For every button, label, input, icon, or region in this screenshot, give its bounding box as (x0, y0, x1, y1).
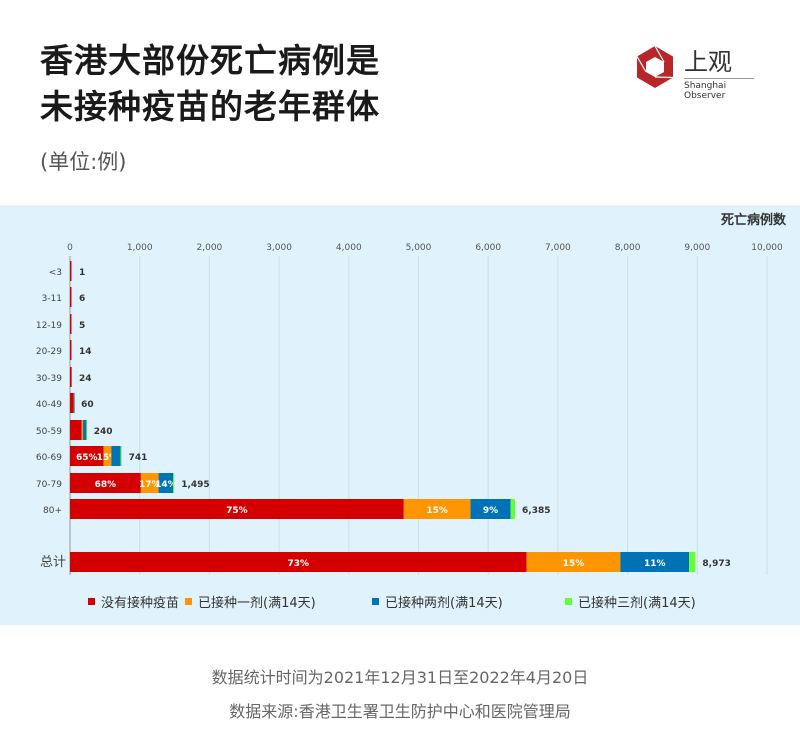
footer-period: 数据统计时间为2021年12月31日至2022年4月20日 (211, 668, 589, 687)
legend-label: 已接种三剂(满14天) (578, 596, 696, 611)
category-label: 20-29 (36, 347, 62, 357)
segment-label: 73% (288, 559, 310, 569)
bar-segment (689, 552, 696, 572)
title-line-1: 香港大部份死亡病例是 (40, 41, 380, 80)
category-label: 总计 (40, 555, 66, 570)
bar-segment (83, 420, 87, 440)
legend-item-two-doses: 已接种两剂(满14天) (372, 592, 503, 611)
legend-label: 已接种一剂(满14天) (198, 596, 316, 611)
bar-segment (403, 499, 471, 519)
segment-label: 17% (139, 480, 161, 490)
total-label: 24 (79, 374, 92, 384)
bar-segment (103, 446, 112, 466)
bar-segment (70, 340, 72, 360)
category-label: <3 (49, 268, 62, 278)
segment-label: 68% (95, 480, 117, 490)
bar-segment (620, 552, 690, 572)
total-label: 6,385 (522, 506, 550, 516)
legend-item-one-dose: 已接种一剂(满14天) (185, 592, 316, 611)
x-tick-label: 7,000 (545, 243, 571, 253)
legend-label: 没有接种疫苗 (101, 596, 180, 611)
x-tick-label: 0 (67, 243, 73, 253)
bar-segment (140, 473, 159, 493)
bar-segment (70, 367, 72, 387)
category-label: 40-49 (36, 400, 62, 410)
logo: 上观 Shanghai Observer (632, 44, 762, 101)
bar-segment (470, 499, 511, 519)
bar-segment (526, 552, 621, 572)
x-tick-label: 5,000 (406, 243, 432, 253)
bar-segment (81, 420, 84, 440)
page-title: 香港大部份死亡病例是 未接种疫苗的老年群体 (40, 38, 380, 130)
category-label: 12-19 (36, 321, 62, 331)
total-label: 60 (81, 400, 94, 410)
bar-segment (70, 420, 82, 440)
bar-segment (111, 446, 121, 466)
category-label: 60-69 (36, 453, 62, 463)
bar-chart: 死亡病例数 0 1,000 2,000 3,000 4,000 5,000 6,000 7,00… (36, 212, 787, 575)
x-tick-label: 9,000 (684, 243, 710, 253)
segment-label: 15% (426, 506, 448, 516)
legend-item-three-doses: 已接种三剂(满14天) (565, 592, 696, 611)
category-label: 80+ (43, 506, 62, 516)
logo-text-en: Shanghai Observer (684, 78, 754, 101)
x-tick-label: 4,000 (336, 243, 362, 253)
legend-swatch (372, 598, 379, 605)
segment-label: 65% (76, 453, 98, 463)
bar-segment (73, 393, 75, 413)
bar-segment (70, 473, 141, 493)
bar-segment (70, 314, 72, 334)
x-tick-label: 2,000 (197, 243, 223, 253)
title-line-2: 未接种疫苗的老年群体 (40, 87, 380, 126)
x-axis-label: 死亡病例数 (721, 212, 787, 228)
bar-segment (120, 446, 122, 466)
bar-segment (70, 393, 74, 413)
unit-label: (单位:例) (40, 150, 127, 174)
x-tick-label: 1,000 (127, 243, 153, 253)
legend-swatch (565, 598, 572, 605)
segment-label: 9% (483, 506, 498, 516)
legend-swatch (185, 598, 192, 605)
segment-label: 14% (155, 480, 177, 490)
bar-segment (70, 261, 72, 281)
category-label: 70-79 (36, 480, 62, 490)
bar-segment (70, 287, 72, 307)
footer-source: 数据来源:香港卫生署卫生防护中心和医院管理局 (229, 702, 571, 721)
bar-segment (70, 499, 404, 519)
logo-text-cn: 上观 (684, 48, 732, 76)
category-label: 30-39 (36, 374, 62, 384)
bar-segment (173, 473, 175, 493)
x-tick-label: 6,000 (475, 243, 501, 253)
segment-label: 11% (644, 559, 666, 569)
bar-segment (158, 473, 174, 493)
bar-segment (86, 420, 88, 440)
total-label: 1 (79, 268, 85, 278)
total-label: 14 (79, 347, 92, 357)
total-label: 6 (79, 294, 85, 304)
total-label: 8,973 (702, 559, 730, 569)
legend-swatch (88, 598, 95, 605)
total-label: 741 (129, 453, 148, 463)
x-tick-label: 10,000 (751, 243, 783, 253)
x-tick-label: 3,000 (266, 243, 292, 253)
total-label: 5 (79, 321, 85, 331)
total-label: 1,495 (181, 480, 209, 490)
legend-label: 已接种两剂(满14天) (385, 596, 503, 611)
logo-hexagon-icon (636, 45, 674, 88)
bar-segment (70, 552, 527, 572)
total-label: 240 (94, 427, 113, 437)
legend-item-unvaccinated: 没有接种疫苗 (88, 592, 179, 611)
segment-label: 75% (226, 506, 248, 516)
segment-label: 15% (97, 453, 119, 463)
category-label: 3-11 (42, 294, 62, 304)
x-tick-label: 8,000 (615, 243, 641, 253)
category-label: 50-59 (36, 427, 62, 437)
segment-label: 15% (563, 559, 585, 569)
bar-segment (510, 499, 516, 519)
bar-segment (70, 446, 104, 466)
